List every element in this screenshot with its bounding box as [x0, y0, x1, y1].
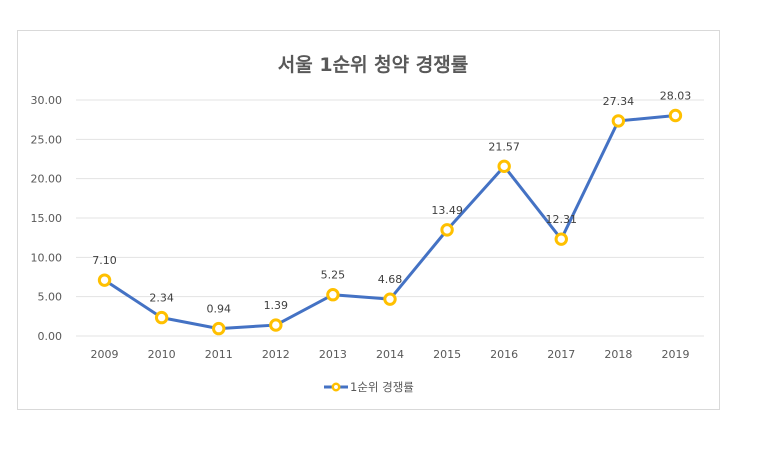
chart-container: 서울 1순위 청약 경쟁률 0.00 5.00 10.00 15.00 20.00 25.…: [17, 30, 720, 410]
legend-label: 1순위 경쟁률: [350, 380, 414, 394]
data-labels: 7.10 2.34 0.94 1.39 5.25 4.68 13.49 21.57 12.31 2…: [92, 89, 691, 315]
data-point-marker: [154, 310, 169, 325]
x-tick-label: 2014: [376, 348, 404, 361]
x-axis-ticks: 2009 2010 2011 2012 2013 2014 2015 2016 2017 2018…: [91, 348, 690, 361]
data-point-marker: [668, 108, 683, 123]
data-label: 27.34: [603, 95, 635, 108]
data-point-marker: [269, 318, 283, 332]
data-label: 0.94: [206, 303, 231, 316]
x-tick-label: 2013: [319, 348, 347, 361]
y-axis-ticks: 0.00 5.00 10.00 15.00 20.00 25.00 30.00: [31, 94, 63, 343]
gridlines: [76, 99, 704, 337]
x-tick-label: 2011: [205, 348, 233, 361]
y-tick-label: 5.00: [38, 291, 63, 304]
x-tick-label: 2012: [262, 348, 290, 361]
y-tick-label: 15.00: [31, 212, 63, 225]
y-tick-label: 30.00: [31, 94, 63, 107]
data-label: 21.57: [488, 140, 520, 153]
data-label: 5.25: [321, 269, 346, 282]
legend: 1순위 경쟁률: [324, 380, 414, 394]
data-label: 13.49: [431, 204, 463, 217]
y-tick-label: 0.00: [38, 330, 63, 343]
data-point-marker: [97, 273, 112, 287]
x-tick-label: 2018: [604, 348, 632, 361]
data-point-marker: [383, 292, 397, 306]
data-point-marker: [611, 114, 626, 128]
data-label: 1.39: [264, 299, 289, 312]
data-point-marker: [554, 232, 568, 246]
y-tick-label: 25.00: [31, 133, 63, 146]
y-tick-label: 10.00: [31, 251, 63, 264]
data-point-marker: [212, 321, 226, 336]
chart-title: 서울 1순위 청약 경쟁률: [278, 54, 468, 76]
x-tick-label: 2019: [661, 348, 689, 361]
x-tick-label: 2009: [91, 348, 119, 361]
data-label: 4.68: [378, 273, 403, 286]
line-chart: 서울 1순위 청약 경쟁률 0.00 5.00 10.00 15.00 20.00 25.…: [31, 54, 704, 394]
data-label: 2.34: [149, 292, 174, 305]
data-label: 7.10: [92, 254, 117, 267]
data-label: 12.31: [546, 213, 578, 226]
x-tick-label: 2010: [148, 348, 176, 361]
legend-marker-swatch: [331, 382, 341, 392]
y-tick-label: 20.00: [31, 173, 63, 186]
x-tick-label: 2017: [547, 348, 575, 361]
data-point-marker: [440, 223, 454, 237]
x-tick-label: 2016: [490, 348, 518, 361]
series-layer: [97, 108, 683, 336]
data-label: 28.03: [660, 89, 692, 102]
data-point-marker: [326, 288, 340, 302]
data-point-marker: [497, 159, 511, 174]
x-tick-label: 2015: [433, 348, 461, 361]
